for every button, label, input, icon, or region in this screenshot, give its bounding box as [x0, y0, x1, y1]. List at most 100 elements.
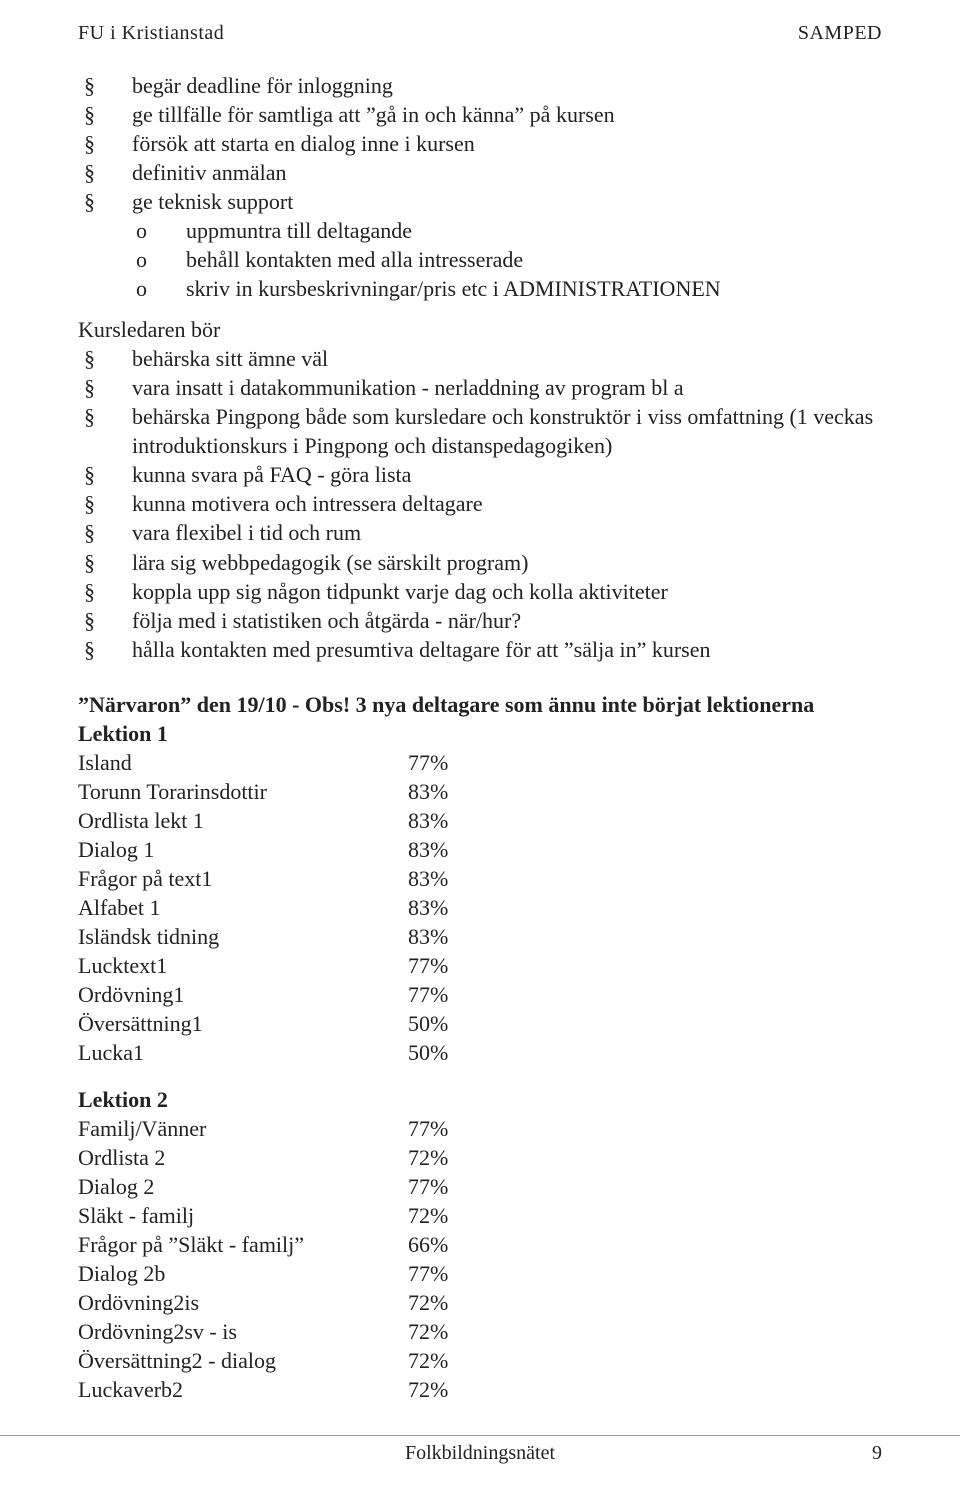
bullet-text: lära sig webbpedagogik (se särskilt prog…	[132, 548, 882, 577]
row-label: Lucktext1	[78, 951, 408, 980]
bullet-item: §ge tillfälle för samtliga att ”gå in oc…	[78, 100, 882, 129]
footer-page-number: 9	[872, 1442, 882, 1465]
bullet-mark: §	[78, 548, 132, 577]
row-label: Luckaverb2	[78, 1375, 408, 1404]
bullet-mark: §	[78, 344, 132, 373]
table-row: Släkt - familj72%	[78, 1201, 882, 1230]
bullet-item: §behärska sitt ämne väl	[78, 344, 882, 373]
bullet-item: §hålla kontakten med presumtiva deltagar…	[78, 635, 882, 664]
row-label: Isländsk tidning	[78, 922, 408, 951]
row-label: Översättning1	[78, 1009, 408, 1038]
table-row: Dialog 2b77%	[78, 1259, 882, 1288]
row-label: Ordlista lekt 1	[78, 806, 408, 835]
lektion1-table: Island77%Torunn Torarinsdottir83%Ordlist…	[78, 748, 882, 1067]
bullet-list-2: §behärska sitt ämne väl§vara insatt i da…	[78, 344, 882, 663]
sub-bullet-mark: o	[132, 216, 186, 245]
row-label: Ordövning2sv - is	[78, 1317, 408, 1346]
bullet-text: kunna motivera och intressera deltagare	[132, 489, 882, 518]
bullet-item: §vara flexibel i tid och rum	[78, 518, 882, 547]
sub-bullet-mark: o	[132, 245, 186, 274]
row-label: Frågor på text1	[78, 864, 408, 893]
bullet-mark: §	[78, 158, 132, 187]
bullet-text: definitiv anmälan	[132, 158, 882, 187]
row-value: 83%	[408, 893, 448, 922]
bullet-block-2: §behärska sitt ämne väl§vara insatt i da…	[78, 344, 882, 663]
bullet-mark: §	[78, 577, 132, 606]
bullet-mark: §	[78, 129, 132, 158]
bullet-text: vara flexibel i tid och rum	[132, 518, 882, 547]
table-row: Luckaverb272%	[78, 1375, 882, 1404]
row-label: Översättning2 - dialog	[78, 1346, 408, 1375]
row-label: Släkt - familj	[78, 1201, 408, 1230]
row-value: 83%	[408, 864, 448, 893]
row-value: 77%	[408, 1259, 448, 1288]
row-label: Lucka1	[78, 1038, 408, 1067]
sub-bullet-list-1: ouppmuntra till deltagandeobehåll kontak…	[78, 216, 882, 303]
bullet-text: hålla kontakten med presumtiva deltagare…	[132, 635, 882, 664]
bullet-item: §vara insatt i datakommunikation - nerla…	[78, 373, 882, 402]
bullet-text: kunna svara på FAQ - göra lista	[132, 460, 882, 489]
bullet-item: §begär deadline för inloggning	[78, 71, 882, 100]
bullet-list-1: §begär deadline för inloggning§ge tillfä…	[78, 71, 882, 216]
row-value: 83%	[408, 835, 448, 864]
row-value: 72%	[408, 1201, 448, 1230]
bullet-mark: §	[78, 402, 132, 460]
bullet-item: §kunna svara på FAQ - göra lista	[78, 460, 882, 489]
bullet-mark: §	[78, 518, 132, 547]
bullet-mark: §	[78, 187, 132, 216]
row-value: 72%	[408, 1346, 448, 1375]
table-row: Ordlista lekt 183%	[78, 806, 882, 835]
bullet-text: begär deadline för inloggning	[132, 71, 882, 100]
header-right: SAMPED	[798, 22, 882, 45]
row-value: 77%	[408, 980, 448, 1009]
bullet-mark: §	[78, 489, 132, 518]
sub-bullet-text: uppmuntra till deltagande	[186, 216, 882, 245]
sub-bullet-item: ouppmuntra till deltagande	[78, 216, 882, 245]
table-row: Ordövning2is72%	[78, 1288, 882, 1317]
bullet-mark: §	[78, 460, 132, 489]
table-row: Frågor på ”Släkt - familj”66%	[78, 1230, 882, 1259]
row-value: 83%	[408, 806, 448, 835]
bullet-block-1: §begär deadline för inloggning§ge tillfä…	[78, 71, 882, 303]
kursledaren-intro: Kursledaren bör	[78, 315, 882, 344]
row-value: 77%	[408, 1172, 448, 1201]
sub-bullet-item: obehåll kontakten med alla intresserade	[78, 245, 882, 274]
bullet-text: försök att starta en dialog inne i kurse…	[132, 129, 882, 158]
table-row: Torunn Torarinsdottir83%	[78, 777, 882, 806]
sub-bullet-item: oskriv in kursbeskrivningar/pris etc i A…	[78, 274, 882, 303]
bullet-text: följa med i statistiken och åtgärda - nä…	[132, 606, 882, 635]
page-header: FU i Kristianstad SAMPED	[78, 22, 882, 45]
row-label: Ordövning2is	[78, 1288, 408, 1317]
row-value: 77%	[408, 951, 448, 980]
bullet-text: behärska sitt ämne väl	[132, 344, 882, 373]
page-footer: Folkbildningsnätet 9	[0, 1435, 960, 1465]
table-row: Översättning150%	[78, 1009, 882, 1038]
row-value: 72%	[408, 1375, 448, 1404]
table-row: Alfabet 183%	[78, 893, 882, 922]
table-row: Lucktext177%	[78, 951, 882, 980]
narvaro-heading: ”Närvaron” den 19/10 - Obs! 3 nya deltag…	[78, 690, 882, 719]
table-row: Isländsk tidning83%	[78, 922, 882, 951]
sub-bullet-mark: o	[132, 274, 186, 303]
row-value: 50%	[408, 1038, 448, 1067]
row-value: 72%	[408, 1317, 448, 1346]
table-row: Ordövning2sv - is72%	[78, 1317, 882, 1346]
bullet-text: vara insatt i datakommunikation - nerlad…	[132, 373, 882, 402]
row-value: 72%	[408, 1288, 448, 1317]
row-value: 83%	[408, 922, 448, 951]
bullet-mark: §	[78, 635, 132, 664]
bullet-item: §försök att starta en dialog inne i kurs…	[78, 129, 882, 158]
row-value: 50%	[408, 1009, 448, 1038]
row-label: Dialog 2b	[78, 1259, 408, 1288]
bullet-text: koppla upp sig någon tidpunkt varje dag …	[132, 577, 882, 606]
row-label: Ordlista 2	[78, 1143, 408, 1172]
bullet-text: ge tillfälle för samtliga att ”gå in och…	[132, 100, 882, 129]
bullet-item: §följa med i statistiken och åtgärda - n…	[78, 606, 882, 635]
bullet-text: behärska Pingpong både som kursledare oc…	[132, 402, 882, 460]
bullet-mark: §	[78, 373, 132, 402]
lektion2-heading: Lektion 2	[78, 1085, 882, 1114]
bullet-item: §ge teknisk support	[78, 187, 882, 216]
table-row: Island77%	[78, 748, 882, 777]
bullet-item: §definitiv anmälan	[78, 158, 882, 187]
row-value: 77%	[408, 1114, 448, 1143]
